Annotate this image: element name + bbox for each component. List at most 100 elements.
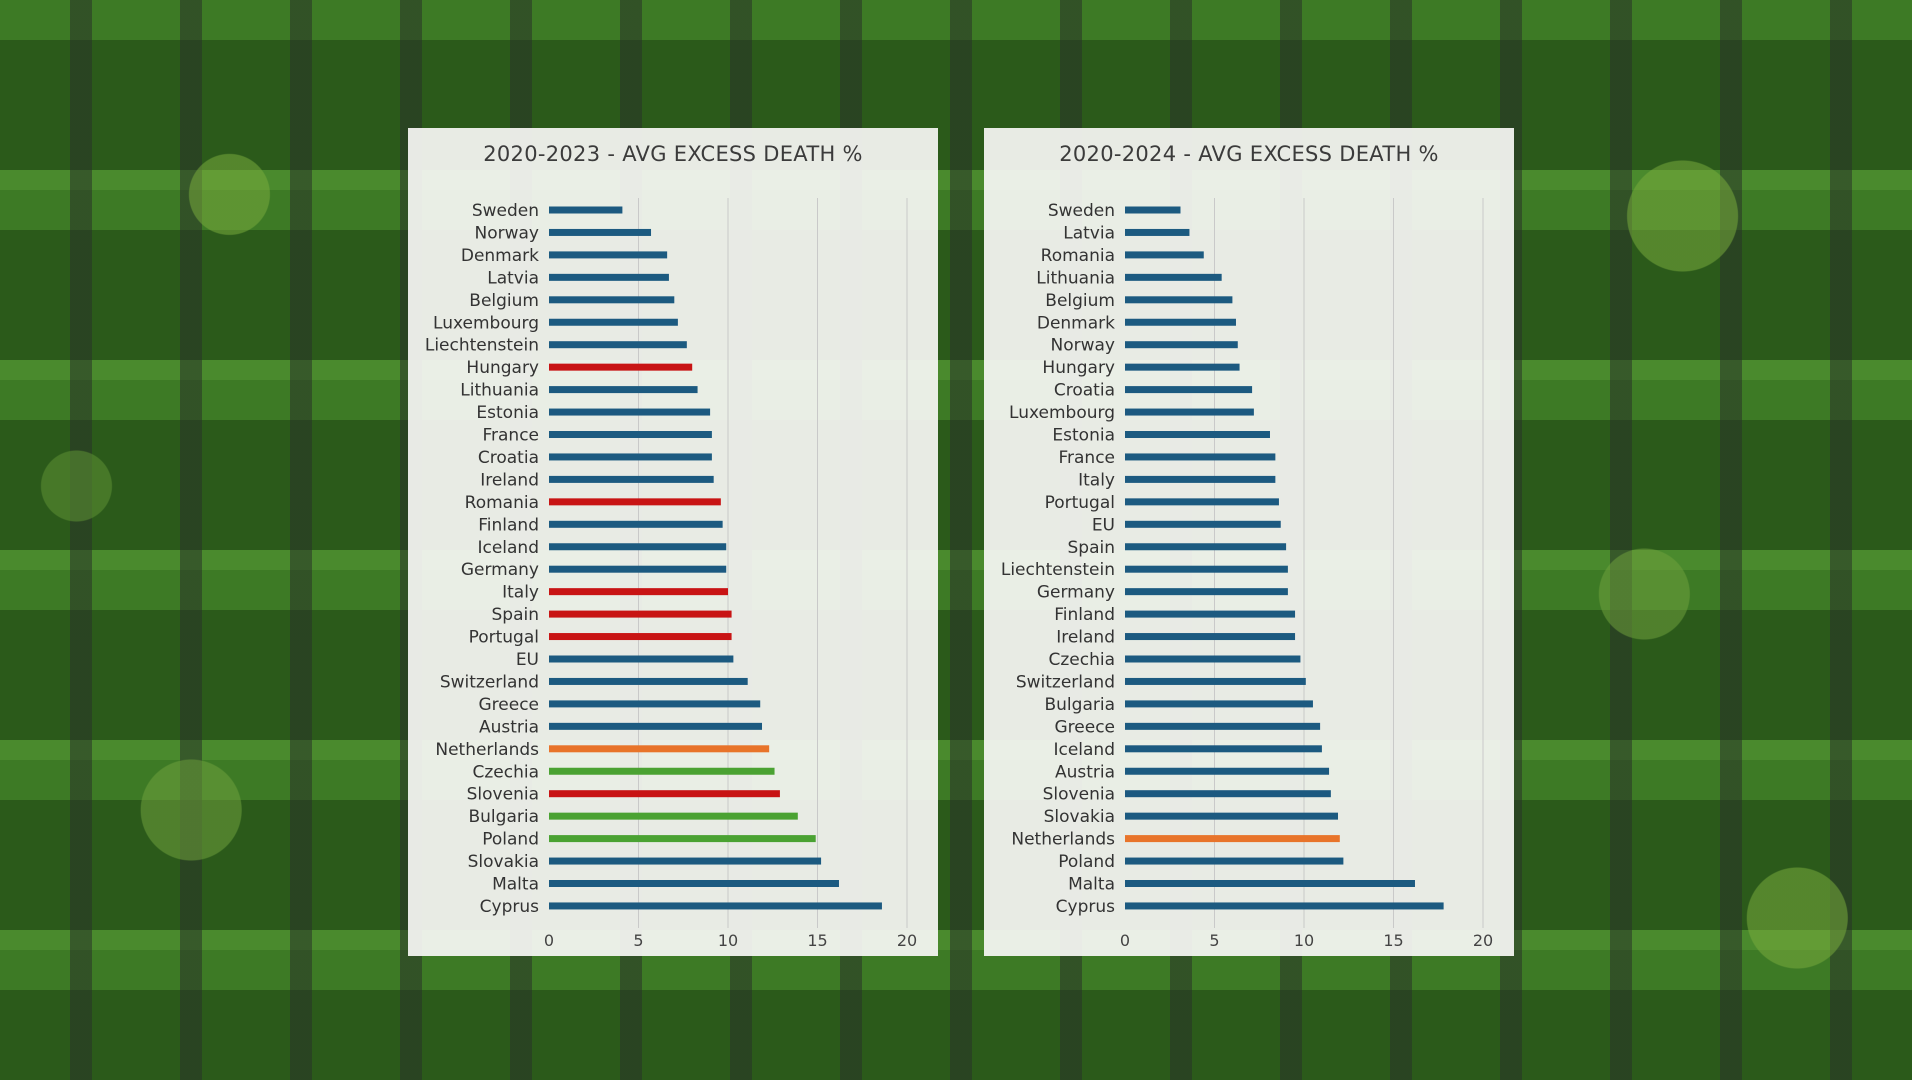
- category-label-estonia: Estonia: [1052, 426, 1115, 446]
- bar-latvia: [549, 273, 669, 281]
- category-label-slovakia: Slovakia: [1044, 807, 1115, 827]
- bar-ireland: [1125, 633, 1296, 641]
- category-label-greece: Greece: [1054, 717, 1115, 737]
- bar-slovenia: [1125, 790, 1331, 798]
- bar-norway: [1125, 341, 1238, 349]
- bar-spain: [549, 610, 732, 618]
- category-label-eu: EU: [516, 650, 539, 670]
- category-label-croatia: Croatia: [1054, 381, 1115, 401]
- x-tick-label-20: 20: [897, 931, 917, 950]
- bar-italy: [549, 588, 728, 596]
- x-tick-label-20: 20: [1473, 931, 1493, 950]
- category-label-hungary: Hungary: [466, 358, 539, 378]
- bar-spain: [1125, 543, 1287, 551]
- category-label-lithuania: Lithuania: [1036, 268, 1115, 288]
- bar-liechtenstein: [549, 341, 687, 349]
- category-label-greece: Greece: [478, 695, 539, 715]
- chart-panel-2020-2023: 2020-2023 - AVG EXCESS DEATH % 0 5 10 15 20 S…: [408, 128, 938, 956]
- bar-eu: [549, 655, 734, 663]
- category-label-sweden: Sweden: [472, 201, 539, 221]
- category-label-portugal: Portugal: [469, 628, 539, 648]
- category-label-spain: Spain: [1068, 538, 1116, 558]
- chart-title: 2020-2024 - AVG EXCESS DEATH %: [1059, 142, 1439, 166]
- bar-eu: [1125, 520, 1281, 528]
- category-label-switzerland: Switzerland: [1016, 672, 1115, 692]
- category-label-germany: Germany: [1037, 583, 1115, 603]
- category-label-finland: Finland: [478, 515, 539, 535]
- category-label-romania: Romania: [1041, 246, 1115, 266]
- bar-estonia: [549, 408, 711, 416]
- bar-czechia: [1125, 655, 1301, 663]
- category-label-malta: Malta: [1068, 875, 1115, 895]
- bar-netherlands: [1125, 835, 1340, 843]
- category-label-poland: Poland: [482, 830, 539, 850]
- category-label-malta: Malta: [492, 875, 539, 895]
- bar-romania: [549, 498, 721, 506]
- bar-france: [549, 431, 712, 438]
- bar-liechtenstein: [1125, 565, 1288, 573]
- x-tick-label-10: 10: [1294, 931, 1314, 950]
- bar-sweden: [1125, 206, 1181, 214]
- bar-denmark: [549, 251, 668, 259]
- category-label-netherlands: Netherlands: [435, 740, 539, 760]
- category-label-iceland: Iceland: [477, 538, 539, 558]
- category-label-austria: Austria: [1055, 762, 1115, 782]
- category-label-france: France: [1058, 448, 1115, 468]
- bar-greece: [549, 700, 761, 708]
- category-label-latvia: Latvia: [1063, 223, 1115, 243]
- x-tick-label-0: 0: [544, 931, 554, 950]
- category-label-ireland: Ireland: [480, 470, 539, 490]
- category-label-liechtenstein: Liechtenstein: [425, 336, 539, 356]
- bar-finland: [549, 520, 723, 528]
- category-label-denmark: Denmark: [1037, 313, 1115, 333]
- bar-greece: [1125, 722, 1321, 730]
- category-label-belgium: Belgium: [469, 291, 539, 311]
- x-tick-label-0: 0: [1120, 931, 1130, 950]
- bar-switzerland: [1125, 677, 1306, 685]
- category-label-belgium: Belgium: [1045, 291, 1115, 311]
- category-label-poland: Poland: [1058, 852, 1115, 872]
- bar-estonia: [1125, 431, 1270, 438]
- bar-ireland: [549, 475, 714, 483]
- bar-portugal: [549, 633, 732, 641]
- bar-croatia: [1125, 386, 1253, 394]
- bar-switzerland: [549, 677, 748, 685]
- category-label-switzerland: Switzerland: [440, 672, 539, 692]
- bar-iceland: [1125, 745, 1322, 753]
- category-label-czechia: Czechia: [1048, 650, 1115, 670]
- x-tick-label-5: 5: [633, 931, 643, 950]
- category-label-ireland: Ireland: [1056, 628, 1115, 648]
- category-label-netherlands: Netherlands: [1011, 830, 1115, 850]
- category-label-norway: Norway: [1051, 336, 1116, 356]
- bar-poland: [549, 835, 816, 843]
- bar-italy: [1125, 475, 1276, 483]
- category-label-norway: Norway: [475, 223, 540, 243]
- bar-belgium: [1125, 296, 1233, 304]
- bar-sweden: [549, 206, 623, 214]
- category-label-austria: Austria: [479, 717, 539, 737]
- category-label-germany: Germany: [461, 560, 539, 580]
- category-label-bulgaria: Bulgaria: [469, 807, 540, 827]
- category-label-slovakia: Slovakia: [468, 852, 539, 872]
- category-label-finland: Finland: [1054, 605, 1115, 625]
- bar-lithuania: [549, 386, 698, 394]
- category-label-denmark: Denmark: [461, 246, 539, 266]
- category-label-cyprus: Cyprus: [480, 897, 539, 917]
- category-label-iceland: Iceland: [1053, 740, 1115, 760]
- bar-czechia: [549, 767, 775, 775]
- bar-bulgaria: [1125, 700, 1313, 708]
- category-label-sweden: Sweden: [1048, 201, 1115, 221]
- x-tick-label-10: 10: [718, 931, 738, 950]
- category-label-slovenia: Slovenia: [1043, 785, 1115, 805]
- category-label-portugal: Portugal: [1045, 493, 1115, 513]
- bar-cyprus: [549, 902, 882, 910]
- category-label-italy: Italy: [1078, 470, 1115, 490]
- bar-lithuania: [1125, 273, 1222, 281]
- bar-germany: [1125, 588, 1288, 596]
- bar-romania: [1125, 251, 1204, 259]
- bar-poland: [1125, 857, 1344, 865]
- bar-cyprus: [1125, 902, 1444, 910]
- category-label-liechtenstein: Liechtenstein: [1001, 560, 1115, 580]
